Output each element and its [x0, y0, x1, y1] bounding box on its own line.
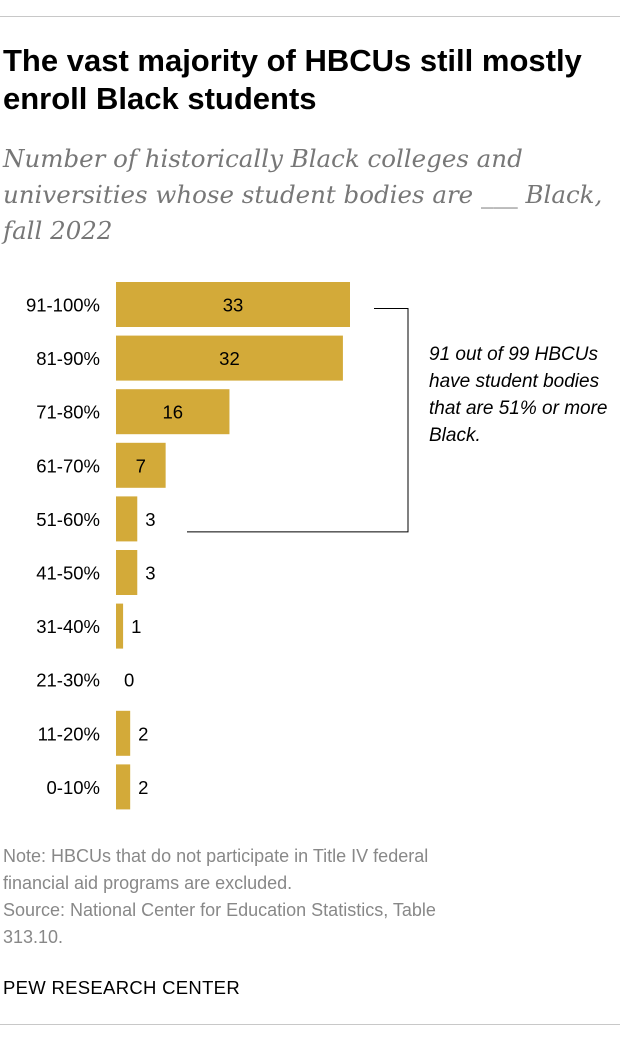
bar [116, 442, 166, 488]
bar [116, 282, 350, 327]
annotation-text: 91 out of 99 HBCUs have student bodies t… [429, 344, 608, 446]
category-label: 71-80% [36, 402, 100, 423]
category-label: 41-50% [36, 563, 100, 584]
value-label: 3 [145, 563, 155, 584]
value-label: 16 [162, 402, 183, 423]
value-label: 1 [131, 616, 141, 637]
chart-subtitle: Number of historically Black colleges an… [3, 144, 603, 245]
value-label: 7 [136, 455, 146, 476]
value-label: 2 [138, 723, 148, 744]
top-rule [0, 16, 620, 17]
bar [116, 389, 230, 435]
note-text: Note: HBCUs that do not participate in T… [3, 846, 429, 893]
bar [116, 603, 124, 649]
category-label: 51-60% [36, 509, 100, 530]
value-label: 32 [219, 348, 240, 369]
bar [116, 496, 138, 542]
category-label: 91-100% [26, 295, 100, 316]
category-label: 31-40% [36, 616, 100, 637]
bar [116, 335, 343, 381]
annotation-bracket [187, 308, 409, 533]
category-label: 61-70% [36, 455, 100, 476]
value-label: 33 [223, 295, 244, 316]
chart-title: The vast majority of HBCUs still mostly … [3, 43, 582, 116]
category-label: 0-10% [47, 777, 100, 798]
value-label: 2 [138, 777, 148, 798]
bar [116, 764, 131, 810]
brand-logo-text: PEW RESEARCH CENTER [3, 977, 240, 998]
category-label: 11-20% [38, 723, 100, 744]
category-label: 21-30% [36, 670, 100, 691]
bar [116, 710, 131, 756]
bar [116, 550, 138, 595]
value-label: 0 [124, 670, 134, 691]
category-label: 81-90% [36, 348, 100, 369]
footnotes: Note: HBCUs that do not participate in T… [3, 843, 615, 951]
bottom-rule [0, 1024, 620, 1025]
source-text: Source: National Center for Education St… [3, 900, 436, 947]
value-label: 3 [145, 509, 155, 530]
